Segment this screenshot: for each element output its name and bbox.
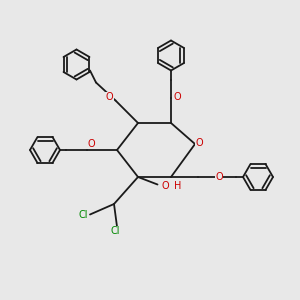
Text: O: O [106, 92, 113, 103]
Text: Cl: Cl [79, 209, 88, 220]
Text: Cl: Cl [111, 226, 120, 236]
Text: H: H [174, 181, 182, 191]
Text: O: O [173, 92, 181, 103]
Text: O: O [196, 137, 203, 148]
Text: O: O [161, 181, 169, 191]
Text: O: O [215, 172, 223, 182]
Text: O: O [88, 139, 95, 149]
